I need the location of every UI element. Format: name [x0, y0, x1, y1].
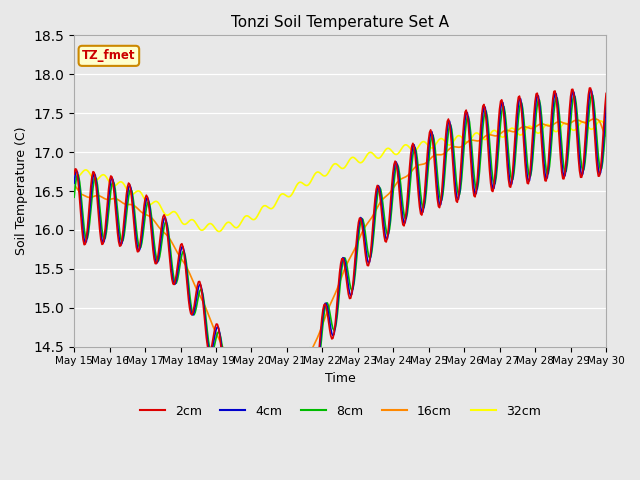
- 32cm: [462, 139, 470, 145]
- X-axis label: Time: Time: [324, 372, 355, 385]
- 2cm: [554, 122, 562, 128]
- 8cm: [588, 91, 596, 97]
- Y-axis label: Soil Temperature (C): Soil Temperature (C): [15, 127, 28, 255]
- 16cm: [262, 406, 270, 412]
- 2cm: [602, 91, 610, 96]
- 4cm: [259, 437, 267, 443]
- 16cm: [236, 378, 243, 384]
- 8cm: [602, 117, 610, 123]
- 4cm: [369, 231, 377, 237]
- 16cm: [296, 374, 303, 380]
- Line: 4cm: 4cm: [74, 90, 606, 440]
- 4cm: [602, 101, 610, 107]
- 32cm: [296, 180, 303, 185]
- 8cm: [554, 102, 562, 108]
- 32cm: [214, 228, 222, 234]
- 8cm: [395, 164, 403, 170]
- 8cm: [462, 120, 470, 126]
- 16cm: [591, 116, 599, 122]
- 4cm: [395, 170, 403, 176]
- 16cm: [462, 140, 470, 146]
- 4cm: [587, 87, 595, 93]
- Text: TZ_fmet: TZ_fmet: [82, 49, 136, 62]
- 16cm: [554, 119, 562, 125]
- 2cm: [70, 171, 78, 177]
- 32cm: [70, 174, 78, 180]
- 2cm: [369, 222, 377, 228]
- Title: Tonzi Soil Temperature Set A: Tonzi Soil Temperature Set A: [231, 15, 449, 30]
- Line: 16cm: 16cm: [74, 119, 606, 409]
- 16cm: [395, 178, 403, 184]
- 4cm: [296, 407, 303, 412]
- 16cm: [602, 133, 610, 139]
- 8cm: [70, 194, 78, 200]
- Line: 2cm: 2cm: [74, 88, 606, 440]
- 2cm: [258, 437, 266, 443]
- Line: 32cm: 32cm: [74, 121, 606, 231]
- 4cm: [554, 111, 562, 117]
- 4cm: [462, 110, 470, 116]
- 2cm: [296, 403, 303, 409]
- 2cm: [462, 107, 470, 113]
- 16cm: [70, 182, 78, 188]
- 8cm: [369, 240, 377, 246]
- 32cm: [596, 118, 604, 124]
- Line: 8cm: 8cm: [74, 94, 606, 438]
- 8cm: [260, 435, 268, 441]
- 8cm: [296, 407, 303, 412]
- 2cm: [236, 390, 243, 396]
- 4cm: [70, 180, 78, 186]
- 2cm: [586, 85, 593, 91]
- 32cm: [395, 150, 403, 156]
- 32cm: [237, 220, 244, 226]
- 32cm: [369, 151, 377, 156]
- 32cm: [554, 127, 562, 133]
- 4cm: [236, 384, 243, 390]
- 32cm: [602, 122, 610, 128]
- Legend: 2cm, 4cm, 8cm, 16cm, 32cm: 2cm, 4cm, 8cm, 16cm, 32cm: [134, 400, 545, 423]
- 8cm: [236, 379, 243, 385]
- 2cm: [395, 179, 403, 185]
- 16cm: [369, 213, 377, 218]
